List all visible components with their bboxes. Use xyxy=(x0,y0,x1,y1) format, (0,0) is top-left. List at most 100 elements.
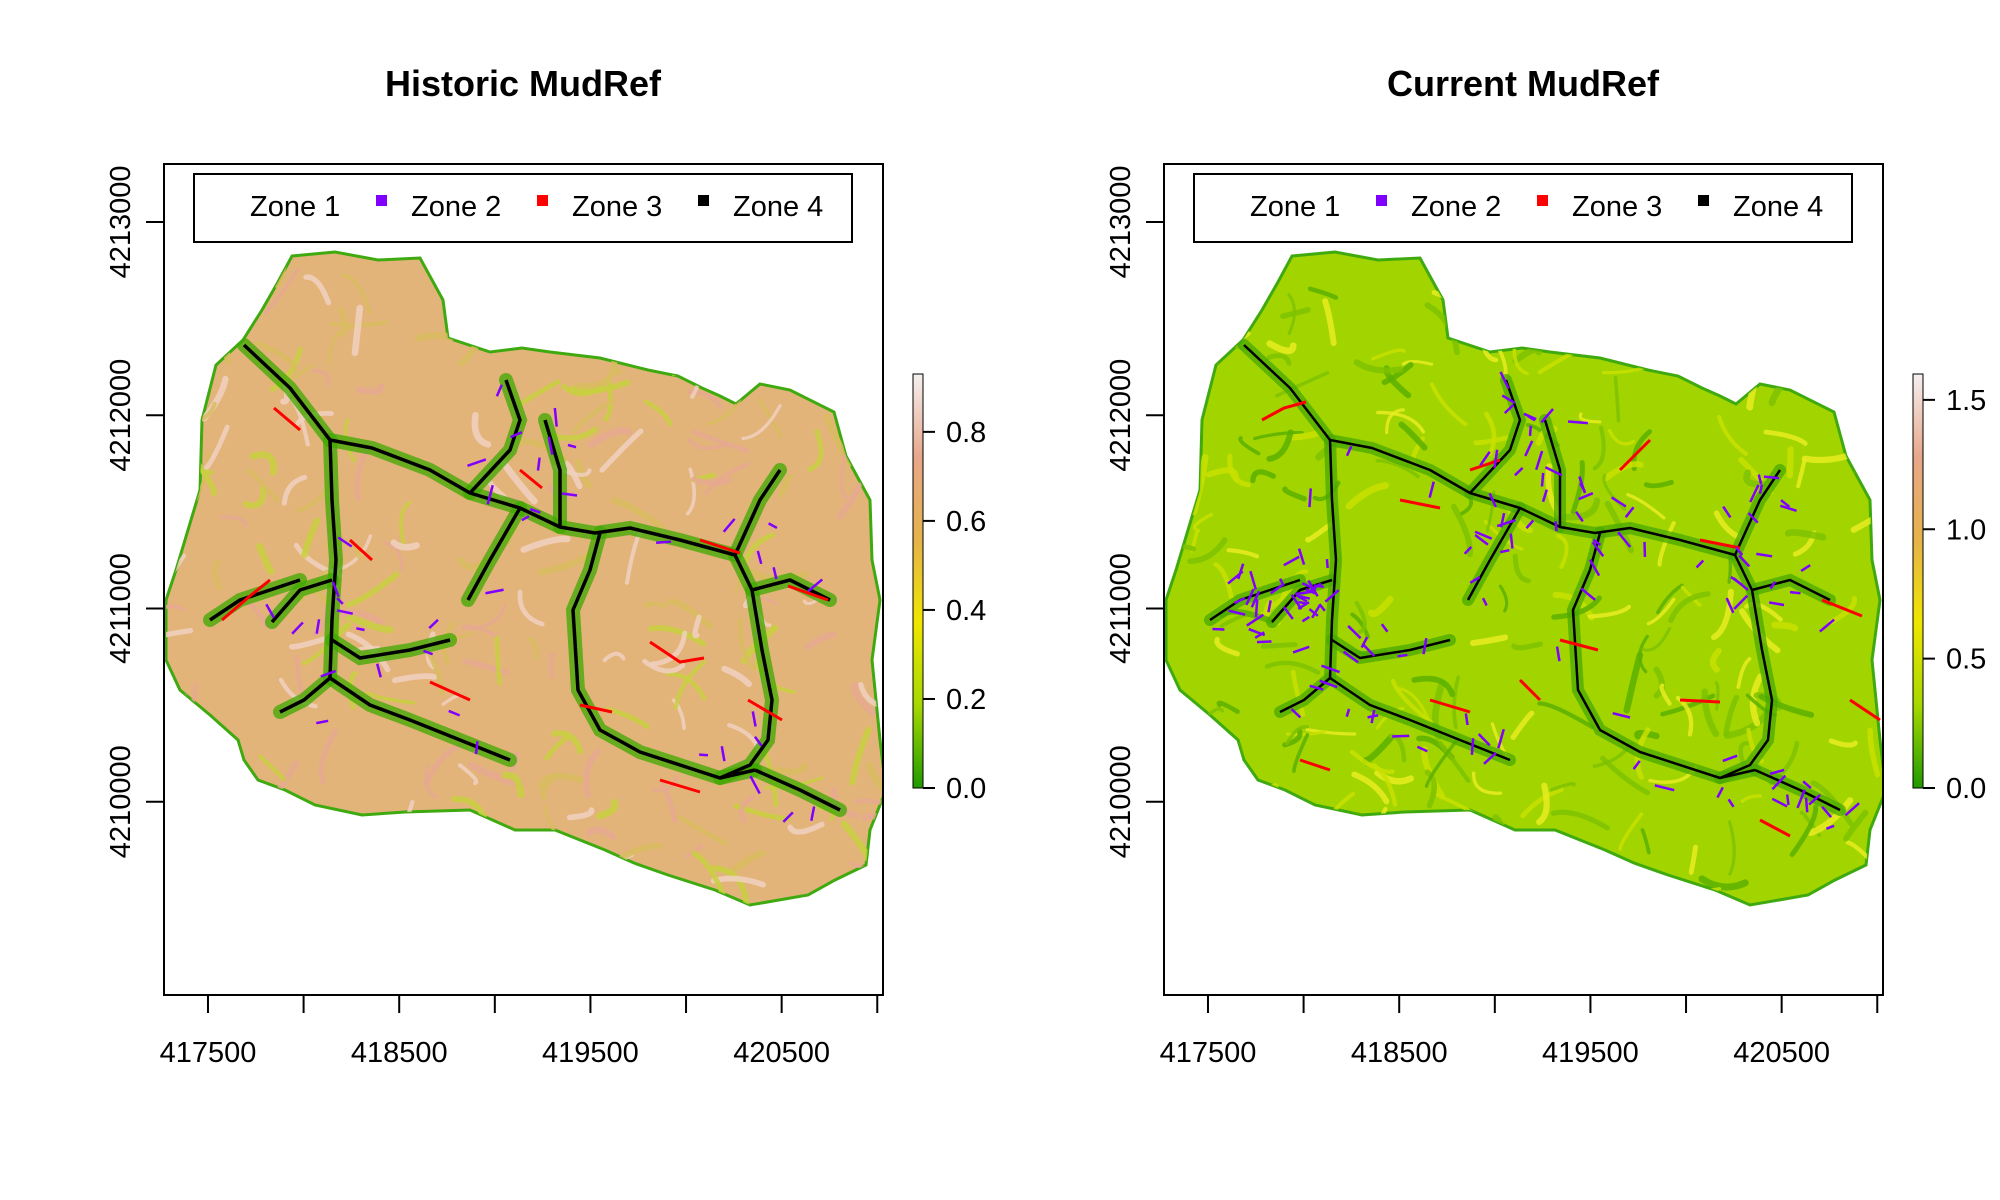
zone4-channel xyxy=(331,638,451,660)
zone3-channel xyxy=(1518,678,1542,702)
map-area xyxy=(1164,250,1883,907)
zone2-channel xyxy=(782,811,794,823)
zone2-channel xyxy=(1769,580,1777,590)
y-tick-label: 4212000 xyxy=(105,359,137,472)
zone3-channel xyxy=(1759,818,1791,838)
zone4-channel xyxy=(1209,578,1301,622)
zone2-channel xyxy=(428,618,439,630)
zone2-channel xyxy=(1256,640,1272,644)
zone2-channel xyxy=(1464,713,1469,726)
zone2-channel xyxy=(1789,590,1801,595)
zone4-channel xyxy=(733,469,782,556)
zone2-channel xyxy=(1624,506,1635,518)
zone2-channel xyxy=(772,567,778,580)
zone2-channel xyxy=(722,518,736,533)
zone2-channel xyxy=(1249,570,1257,590)
zone2-channel xyxy=(1757,474,1763,485)
zone2-channel xyxy=(547,436,554,455)
legend-marker-zone2 xyxy=(1376,195,1387,206)
zone2-channel xyxy=(536,457,541,471)
zone2-channel xyxy=(356,627,365,632)
zone2-channel xyxy=(1496,518,1516,528)
colorbar: 0.0 0.2 0.4 0.6 0.8 xyxy=(912,373,986,805)
zone4-channel xyxy=(209,578,301,622)
zone2-channel xyxy=(1514,467,1524,477)
y-tick-label: 4211000 xyxy=(1105,553,1137,664)
legend-label-zone1: Zone 1 xyxy=(250,191,340,223)
zone2-channel xyxy=(1725,597,1735,614)
colorbar: 0.0 0.5 1.0 1.5 xyxy=(1912,373,1986,805)
zone2-channel xyxy=(1768,601,1785,607)
zone2-channel xyxy=(1309,684,1324,691)
zone2-channel xyxy=(1321,664,1341,674)
legend-box xyxy=(193,173,853,243)
x-tick-label: 418500 xyxy=(1351,1037,1448,1069)
zone2-channel xyxy=(1825,824,1835,830)
panel-historic: Historic MudRef Zone 1 Zone 2 Zone 3 Zon… xyxy=(105,63,986,1069)
zone2-channel xyxy=(1540,408,1554,424)
legend-label-zone4: Zone 4 xyxy=(1733,191,1823,223)
zone2-channel xyxy=(1342,650,1359,664)
zone2-channel xyxy=(1292,645,1310,654)
zone2-channel xyxy=(1324,589,1340,603)
zone3-channel xyxy=(519,468,543,490)
zone2-channel xyxy=(1308,608,1319,617)
zone2-channel xyxy=(337,536,353,548)
zone2-channel xyxy=(1695,559,1705,569)
zone2-channel xyxy=(1771,774,1787,791)
zone4-channel xyxy=(1754,768,1841,812)
zone2-channel xyxy=(753,736,763,747)
zone4-channel xyxy=(1733,469,1782,556)
legend: Zone 1 Zone 2 Zone 3 Zone 4 xyxy=(193,173,853,243)
zone2-channel xyxy=(1592,538,1602,546)
y-tick-label: 4211000 xyxy=(105,553,137,664)
zone2-channel xyxy=(1470,738,1475,755)
legend-marker-zone3 xyxy=(1537,195,1548,206)
zone2-channel xyxy=(1313,584,1324,589)
zone2-channel xyxy=(1469,576,1481,584)
zone2-channel xyxy=(1488,492,1498,508)
legend-label-zone4: Zone 4 xyxy=(733,191,823,223)
zone2-channel xyxy=(1524,440,1534,457)
x-tick-label: 417500 xyxy=(1160,1037,1257,1069)
zone2-channel xyxy=(1771,797,1788,808)
zone2-channel xyxy=(1481,597,1488,606)
zone2-channel xyxy=(807,578,824,593)
zone2-channel xyxy=(1535,450,1544,471)
zone4-channel xyxy=(466,507,522,601)
zone2-channel xyxy=(423,649,434,656)
zone2-channel xyxy=(1727,798,1735,808)
zone4-channel xyxy=(1279,439,1338,714)
zone2-channel xyxy=(486,484,494,505)
colorbar-ramp xyxy=(1912,373,1924,789)
colorbar-tick-label: 0.8 xyxy=(946,417,986,449)
x-tick-label: 419500 xyxy=(542,1037,639,1069)
zone2-channel xyxy=(510,430,523,439)
zone4-channel xyxy=(1543,419,1562,527)
plot-frame xyxy=(1163,163,1884,996)
zone2-channel xyxy=(336,597,344,605)
zone2-channel xyxy=(1319,679,1338,689)
zone3-channel xyxy=(1821,598,1863,618)
zone2-channel xyxy=(1779,504,1797,512)
zone2-channel xyxy=(1722,754,1738,763)
zone2-channel xyxy=(810,806,816,821)
zone4-channel xyxy=(1466,507,1522,601)
zone2-channel xyxy=(1780,499,1791,508)
zone2-channel xyxy=(1397,653,1408,658)
zone2-channel xyxy=(1250,590,1261,608)
zone2-channel xyxy=(1501,394,1516,405)
zone2-channel xyxy=(1617,531,1632,548)
zone3-channel xyxy=(787,584,829,602)
zone2-channel xyxy=(720,746,726,762)
zone2-channel xyxy=(474,741,479,755)
zone2-channel xyxy=(1290,593,1303,610)
zone3-channel xyxy=(747,698,783,722)
zone2-channel xyxy=(1735,546,1744,556)
zone2-channel xyxy=(749,775,761,795)
zone2-channel xyxy=(1428,481,1435,498)
zone2-channel xyxy=(1632,760,1641,770)
zone2-channel xyxy=(1307,579,1319,597)
zone2-channel xyxy=(265,603,276,619)
zone2-channel xyxy=(1298,600,1308,605)
